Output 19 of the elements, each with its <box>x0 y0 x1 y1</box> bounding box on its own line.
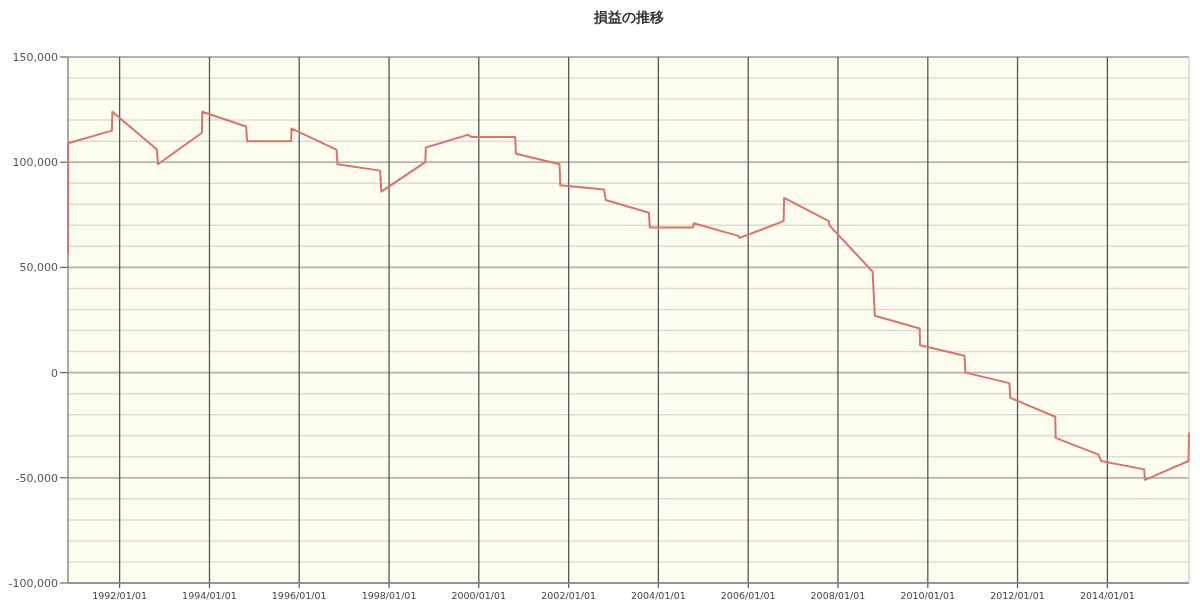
y-tick-label: -50,000 <box>15 471 58 485</box>
y-tick-label: -100,000 <box>8 577 58 590</box>
x-tick-label: 2004/01/01 <box>630 590 686 601</box>
x-tick-label: 1994/01/01 <box>182 590 237 601</box>
x-tick-label: 2008/01/01 <box>810 590 866 601</box>
x-tick-label: 1996/01/01 <box>271 590 327 601</box>
y-tick-label: 100,000 <box>12 156 58 170</box>
y-tick-label: 0 <box>51 366 58 380</box>
x-tick-label: 1998/01/01 <box>361 590 417 601</box>
x-tick-label: 2012/01/01 <box>990 590 1045 601</box>
x-tick-label: 2014/01/01 <box>1080 590 1135 601</box>
title: 損益の推移 <box>593 9 664 25</box>
x-tick-label: 2000/01/01 <box>451 590 507 601</box>
x-tick-label: 1992/01/01 <box>92 590 148 601</box>
y-tick-label: 150,000 <box>12 51 58 64</box>
y-tick-label: 50,000 <box>19 261 58 275</box>
x-tick-label: 2002/01/01 <box>541 590 597 601</box>
x-tick-label: 2010/01/01 <box>900 590 956 601</box>
x-tick-label: 2006/01/01 <box>720 590 776 601</box>
